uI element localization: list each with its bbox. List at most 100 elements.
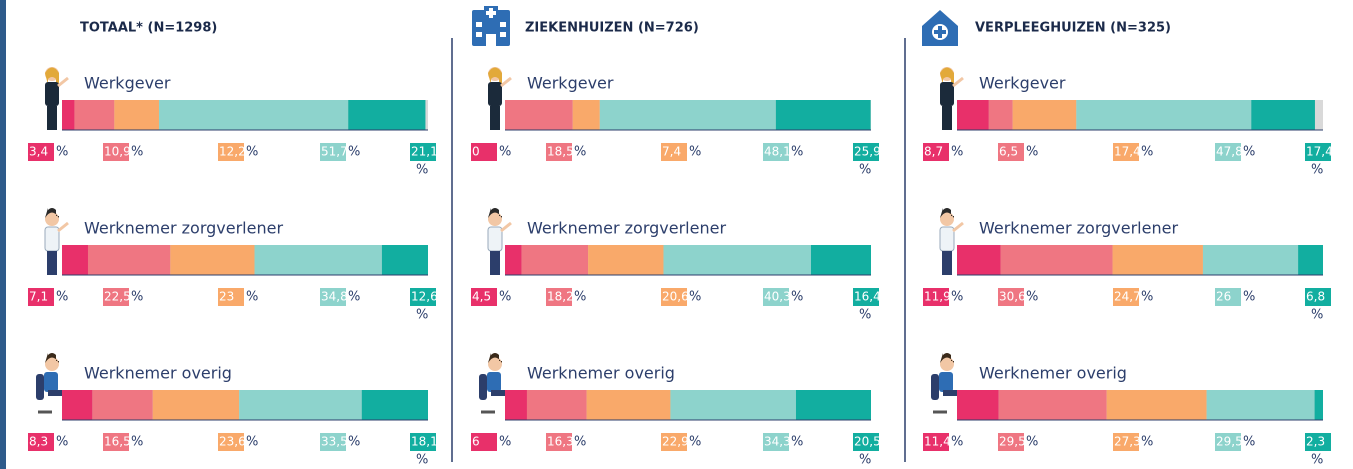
bar-segment	[1013, 100, 1077, 130]
nursing-home-icon	[922, 10, 958, 46]
bar-segment	[62, 100, 74, 130]
unit: %	[348, 145, 360, 160]
body	[939, 372, 953, 392]
unit: %	[499, 145, 511, 160]
hospital-icon	[472, 6, 510, 46]
value-label: 33,5	[321, 435, 348, 449]
infographic: TOTAAL* (N=1298)Werkgever3,4%10,9%12,2%5…	[0, 0, 1353, 469]
bar-segment	[62, 245, 88, 275]
value-label: 25,9	[854, 145, 881, 159]
unit: %	[1243, 435, 1255, 450]
category-label: Werknemer zorgverlener	[979, 219, 1178, 238]
category-label: Werknemer zorgverlener	[84, 219, 283, 238]
unit: %	[859, 163, 871, 178]
value-label: 29,5	[1216, 435, 1243, 449]
bar-segment	[382, 245, 428, 275]
bar-segment	[74, 100, 114, 130]
bar-segment	[957, 100, 989, 130]
unit: %	[499, 290, 511, 305]
category-label: Werknemer overig	[84, 364, 232, 383]
legs	[490, 251, 500, 275]
legs	[47, 106, 57, 130]
value-label: 20,6	[662, 290, 689, 304]
unit: %	[951, 435, 963, 450]
bar-segment	[957, 245, 1001, 275]
unit: %	[348, 435, 360, 450]
left-border	[0, 0, 6, 469]
arm	[501, 223, 511, 231]
bar-segment	[1203, 245, 1298, 275]
unit: %	[1026, 145, 1038, 160]
bar-segment	[92, 390, 152, 420]
value-label: 6,5	[999, 145, 1018, 159]
value-label: 16,5	[104, 435, 131, 449]
panel-title: ZIEKENHUIZEN (N=726)	[525, 21, 699, 36]
value-label: 23	[219, 290, 234, 304]
value-label: 18,2	[547, 290, 574, 304]
value-label: 7,1	[29, 290, 48, 304]
bar-segment	[521, 245, 588, 275]
bar-segment	[600, 100, 776, 130]
arm	[501, 78, 511, 86]
value-label: 6,8	[1306, 290, 1325, 304]
bar-segment	[170, 245, 254, 275]
value-label: 11,9	[924, 290, 951, 304]
bar-segment	[989, 100, 1013, 130]
value-label: 11,4	[924, 435, 951, 449]
unit: %	[56, 290, 68, 305]
bar-segment	[776, 100, 871, 130]
bar-segment	[255, 245, 382, 275]
body	[487, 372, 501, 392]
unit: %	[689, 145, 701, 160]
bar-segment	[1298, 245, 1323, 275]
panel-title: TOTAAL* (N=1298)	[80, 21, 217, 36]
unit: %	[1311, 163, 1323, 178]
bar-segment	[348, 100, 425, 130]
bar-segment	[1107, 390, 1207, 420]
legs	[942, 251, 952, 275]
bar-segment	[239, 390, 362, 420]
unit: %	[689, 435, 701, 450]
unit: %	[1141, 435, 1153, 450]
bar-segment	[505, 390, 527, 420]
value-label: 17,4	[1306, 145, 1333, 159]
arm	[58, 223, 68, 231]
unit: %	[1243, 290, 1255, 305]
body	[488, 227, 502, 251]
value-label: 34,8	[321, 290, 348, 304]
value-label: 8,3	[29, 435, 48, 449]
bar-segment	[588, 245, 663, 275]
unit: %	[1026, 290, 1038, 305]
chair	[479, 374, 487, 400]
value-label: 29,5	[999, 435, 1026, 449]
arm	[953, 78, 963, 86]
bar-segment	[796, 390, 871, 420]
body	[45, 227, 59, 251]
bar-segment	[573, 100, 600, 130]
bar-segment	[159, 100, 348, 130]
unit: %	[791, 290, 803, 305]
value-label: 0	[472, 145, 480, 159]
value-label: 34,3	[764, 435, 791, 449]
unit: %	[131, 435, 143, 450]
bar-segment	[1076, 100, 1251, 130]
value-label: 18,5	[547, 145, 574, 159]
value-label: 51,7	[321, 145, 348, 159]
unit: %	[131, 290, 143, 305]
bar-segment	[1315, 390, 1323, 420]
arm	[58, 78, 68, 86]
body	[44, 372, 58, 392]
bar-segment	[1207, 390, 1315, 420]
unit: %	[859, 453, 871, 468]
unit: %	[791, 145, 803, 160]
value-label: 12,2	[219, 145, 246, 159]
unit: %	[348, 290, 360, 305]
unit: %	[951, 145, 963, 160]
value-label: 8,7	[924, 145, 943, 159]
bar-segment	[663, 245, 810, 275]
body	[45, 82, 59, 106]
bar-segment	[88, 245, 170, 275]
value-label: 27,3	[1114, 435, 1141, 449]
unit: %	[56, 435, 68, 450]
unit: %	[246, 145, 258, 160]
